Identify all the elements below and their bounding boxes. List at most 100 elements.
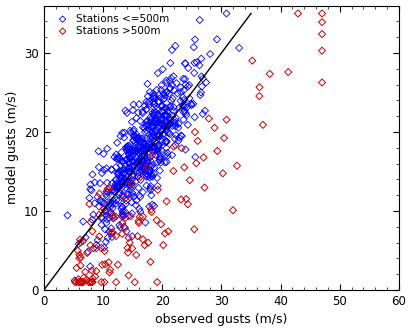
Stations <=500m	[143, 119, 150, 124]
Stations <=500m	[152, 152, 159, 157]
Stations <=500m	[110, 198, 116, 203]
Stations <=500m	[119, 181, 126, 186]
Stations <=500m	[117, 133, 124, 139]
Stations <=500m	[127, 169, 134, 174]
Stations <=500m	[201, 108, 208, 113]
Stations <=500m	[124, 178, 131, 184]
Stations <=500m	[163, 139, 170, 145]
Stations <=500m	[123, 180, 130, 185]
Stations <=500m	[133, 134, 139, 139]
Stations >500m	[98, 245, 105, 251]
Stations <=500m	[178, 89, 184, 95]
Stations >500m	[221, 135, 227, 141]
Stations <=500m	[103, 212, 110, 218]
Stations <=500m	[126, 160, 133, 166]
Stations <=500m	[104, 180, 110, 186]
Stations <=500m	[120, 170, 127, 176]
Stations <=500m	[138, 148, 145, 153]
Stations <=500m	[164, 150, 171, 156]
Stations <=500m	[166, 123, 172, 128]
Stations <=500m	[124, 148, 130, 153]
Stations <=500m	[121, 166, 128, 172]
Stations <=500m	[129, 119, 135, 124]
Stations <=500m	[158, 118, 165, 124]
Stations <=500m	[119, 211, 126, 216]
Stations <=500m	[130, 102, 137, 107]
Stations <=500m	[143, 107, 150, 112]
Stations <=500m	[109, 201, 116, 207]
Stations >500m	[75, 277, 82, 282]
Stations >500m	[194, 138, 201, 144]
Stations <=500m	[146, 142, 153, 147]
Stations <=500m	[117, 169, 124, 174]
Stations <=500m	[166, 121, 173, 126]
Stations <=500m	[130, 172, 136, 178]
Stations <=500m	[167, 85, 173, 91]
Stations <=500m	[127, 180, 133, 185]
Stations <=500m	[169, 96, 176, 101]
Stations >500m	[93, 245, 100, 251]
Stations <=500m	[163, 90, 169, 95]
Stations <=500m	[124, 144, 131, 149]
Stations <=500m	[157, 133, 163, 139]
Stations <=500m	[177, 85, 184, 90]
Stations <=500m	[143, 171, 150, 177]
Stations <=500m	[140, 145, 147, 150]
Stations <=500m	[185, 122, 191, 127]
Stations <=500m	[103, 194, 110, 199]
Stations <=500m	[153, 147, 159, 153]
Stations <=500m	[151, 120, 157, 125]
Stations <=500m	[135, 139, 142, 144]
Stations <=500m	[150, 132, 157, 137]
Stations <=500m	[169, 123, 176, 128]
Stations <=500m	[190, 101, 197, 107]
Stations >500m	[185, 202, 191, 207]
Stations >500m	[162, 231, 168, 236]
Stations <=500m	[183, 111, 189, 116]
Stations <=500m	[161, 96, 168, 101]
Stations <=500m	[128, 164, 135, 170]
Stations <=500m	[136, 150, 142, 156]
Stations <=500m	[167, 118, 174, 124]
Stations <=500m	[157, 155, 164, 161]
Stations <=500m	[150, 149, 156, 154]
Stations <=500m	[154, 147, 161, 153]
Stations >500m	[128, 181, 135, 186]
Stations <=500m	[147, 155, 153, 160]
Stations >500m	[89, 280, 95, 285]
Stations <=500m	[118, 157, 124, 162]
Stations <=500m	[136, 193, 143, 198]
Stations <=500m	[150, 99, 157, 104]
Stations <=500m	[136, 165, 142, 170]
Stations <=500m	[122, 182, 129, 187]
Stations <=500m	[159, 127, 166, 132]
Stations <=500m	[150, 143, 157, 148]
Stations <=500m	[94, 194, 101, 200]
Stations >500m	[125, 235, 132, 240]
Stations >500m	[137, 174, 144, 180]
Stations >500m	[153, 217, 160, 223]
Stations <=500m	[119, 192, 126, 198]
Stations <=500m	[128, 170, 134, 175]
Stations <=500m	[164, 114, 171, 119]
Stations <=500m	[223, 11, 230, 16]
Stations >500m	[73, 280, 80, 285]
Stations <=500m	[138, 162, 145, 168]
Stations <=500m	[152, 110, 158, 116]
Stations <=500m	[150, 112, 157, 118]
Stations <=500m	[64, 213, 71, 218]
Stations >500m	[149, 153, 155, 158]
Stations <=500m	[166, 105, 173, 111]
Stations <=500m	[114, 184, 120, 189]
Stations <=500m	[154, 159, 161, 165]
Stations <=500m	[180, 97, 187, 103]
Stations <=500m	[135, 185, 142, 191]
Stations <=500m	[154, 183, 161, 189]
Stations <=500m	[138, 177, 144, 183]
Stations <=500m	[137, 118, 143, 124]
Stations <=500m	[147, 184, 154, 189]
Stations <=500m	[101, 245, 108, 250]
Stations <=500m	[134, 159, 140, 164]
Stations <=500m	[140, 152, 147, 157]
Stations <=500m	[115, 185, 122, 191]
